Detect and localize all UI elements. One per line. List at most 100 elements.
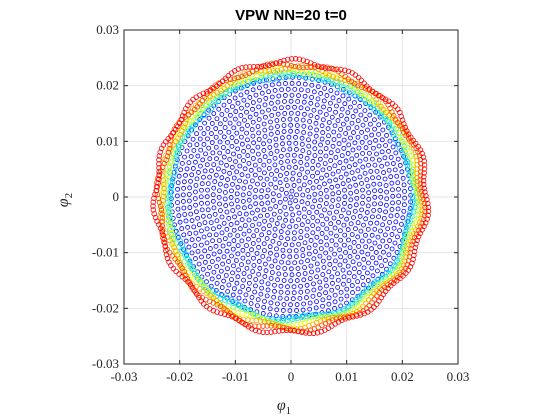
data-point-689 — [383, 209, 388, 215]
data-point-1179 — [408, 192, 414, 198]
data-point-2423 — [291, 328, 297, 334]
data-point-1127 — [173, 228, 179, 234]
data-point-397 — [360, 200, 365, 206]
data-point-1985 — [210, 295, 217, 301]
data-point-2299 — [334, 66, 340, 72]
data-point-2172 — [172, 256, 178, 262]
data-point-321 — [285, 260, 291, 266]
data-point-663 — [221, 254, 227, 260]
data-point-1033 — [214, 280, 220, 286]
data-point-367 — [223, 183, 229, 189]
data-point-10 — [279, 186, 285, 192]
data-point-783 — [382, 155, 388, 161]
data-point-616 — [369, 156, 375, 162]
data-point-424 — [235, 146, 241, 152]
data-point-2321 — [251, 63, 257, 70]
data-point-5 — [287, 200, 293, 206]
data-point-2324 — [239, 65, 245, 71]
data-point-1746 — [197, 109, 203, 115]
data-point-2319 — [258, 63, 265, 70]
data-point-487 — [255, 124, 261, 129]
data-point-508 — [226, 241, 232, 247]
data-point-732 — [197, 163, 203, 169]
data-point-781 — [386, 167, 392, 173]
data-point-2014 — [321, 317, 328, 323]
data-point-2115 — [243, 72, 249, 78]
data-point-2426 — [303, 330, 309, 336]
data-point-1044 — [280, 308, 286, 313]
data-point-244 — [286, 140, 292, 146]
data-point-317 — [260, 254, 266, 259]
data-point-885 — [342, 101, 348, 107]
data-point-79 — [318, 191, 324, 196]
data-point-86 — [286, 164, 292, 170]
data-point-465 — [365, 183, 371, 189]
data-point-1019 — [175, 200, 180, 205]
data-point-2203 — [268, 323, 274, 329]
data-point-585 — [233, 258, 239, 263]
data-point-2300 — [330, 66, 336, 72]
data-point-100 — [285, 230, 291, 236]
data-point-874 — [388, 154, 394, 160]
data-point-894 — [285, 86, 291, 92]
data-point-905 — [219, 112, 225, 117]
data-point-829 — [189, 218, 195, 223]
data-point-702 — [359, 129, 365, 135]
data-point-782 — [384, 161, 390, 167]
data-point-9 — [284, 183, 290, 189]
data-point-234 — [338, 174, 344, 180]
data-point-2181 — [190, 287, 197, 293]
data-point-2296 — [345, 68, 352, 75]
data-point-390 — [341, 242, 347, 248]
data-point-311 — [229, 201, 234, 207]
data-point-459 — [361, 222, 366, 228]
data-point-413 — [301, 123, 307, 129]
data-point-286 — [341, 165, 346, 171]
data-point-305 — [237, 163, 243, 169]
data-point-421 — [250, 133, 256, 139]
data-point-578 — [208, 220, 214, 226]
data-point-241 — [306, 143, 312, 149]
data-point-388 — [332, 251, 337, 257]
data-point-615 — [372, 162, 378, 168]
data-point-926 — [189, 237, 195, 243]
data-point-545 — [343, 131, 349, 136]
data-point-153 — [298, 153, 304, 159]
data-point-2159 — [158, 207, 165, 213]
data-point-1041 — [261, 304, 267, 310]
data-point-1068 — [398, 221, 404, 227]
data-point-722 — [238, 113, 244, 118]
data-point-541 — [360, 151, 365, 156]
data-point-269 — [300, 253, 306, 259]
data-point-250 — [250, 156, 256, 161]
data-point-439 — [231, 238, 237, 243]
data-point-66 — [261, 207, 267, 213]
data-point-355 — [275, 130, 280, 135]
data-point-63 — [259, 188, 265, 194]
data-point-1052 — [332, 299, 338, 305]
data-point-612 — [377, 181, 383, 187]
data-point-1610 — [191, 268, 197, 274]
data-point-210 — [242, 223, 248, 228]
data-point-650 — [201, 174, 206, 180]
data-point-197 — [287, 146, 293, 152]
data-point-524 — [347, 254, 353, 259]
data-point-835 — [205, 253, 211, 259]
data-point-1032 — [209, 276, 215, 282]
data-point-1210 — [394, 141, 401, 147]
data-point-738 — [193, 202, 199, 208]
data-point-1347 — [408, 204, 415, 210]
data-point-561 — [245, 123, 250, 128]
data-point-30 — [301, 206, 307, 212]
data-point-187 — [335, 183, 341, 189]
data-point-276 — [338, 228, 343, 234]
data-point-44 — [271, 211, 277, 217]
data-point-948 — [307, 300, 313, 306]
data-point-233 — [340, 181, 346, 187]
data-point-1705 — [355, 88, 362, 94]
data-point-356 — [268, 131, 274, 137]
data-point-1998 — [257, 318, 264, 324]
data-point-729 — [206, 145, 212, 151]
data-point-436 — [221, 220, 227, 226]
data-point-310 — [228, 195, 234, 200]
